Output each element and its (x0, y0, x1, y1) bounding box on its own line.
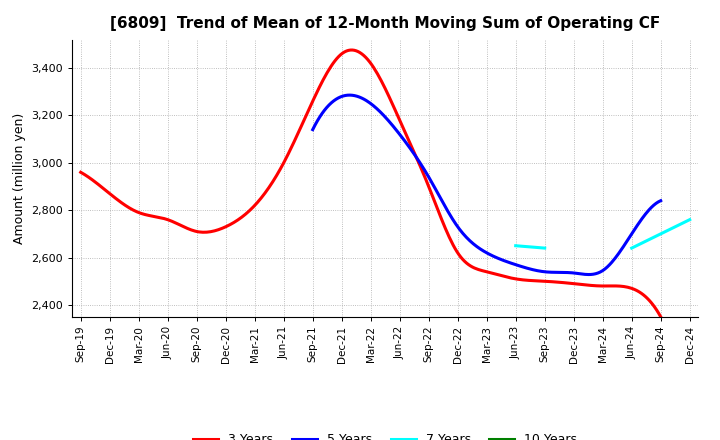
5 Years (517, 264, 526, 269)
3 Years (657, 314, 665, 319)
Y-axis label: Amount (million yen): Amount (million yen) (13, 113, 26, 244)
5 Years (308, 127, 317, 132)
3 Years (567, 281, 576, 286)
5 Years (657, 198, 665, 203)
7 Years (541, 246, 549, 251)
Line: 5 Years: 5 Years (312, 95, 661, 275)
3 Years (604, 283, 613, 289)
5 Years (310, 125, 318, 130)
3 Years (76, 170, 85, 175)
5 Years (626, 233, 635, 238)
Title: [6809]  Trend of Mean of 12-Month Moving Sum of Operating CF: [6809] Trend of Mean of 12-Month Moving … (110, 16, 660, 32)
Line: 3 Years: 3 Years (81, 50, 661, 317)
3 Years (78, 171, 87, 176)
3 Years (348, 48, 356, 53)
3 Years (433, 207, 442, 212)
5 Years (346, 92, 354, 98)
3 Years (423, 182, 432, 187)
Line: 7 Years: 7 Years (516, 246, 545, 248)
5 Years (516, 264, 524, 269)
Legend: 3 Years, 5 Years, 7 Years, 10 Years: 3 Years, 5 Years, 7 Years, 10 Years (188, 429, 582, 440)
5 Years (584, 272, 593, 277)
5 Years (604, 263, 613, 268)
3 Years (422, 177, 431, 183)
7 Years (511, 243, 520, 248)
5 Years (523, 265, 531, 271)
